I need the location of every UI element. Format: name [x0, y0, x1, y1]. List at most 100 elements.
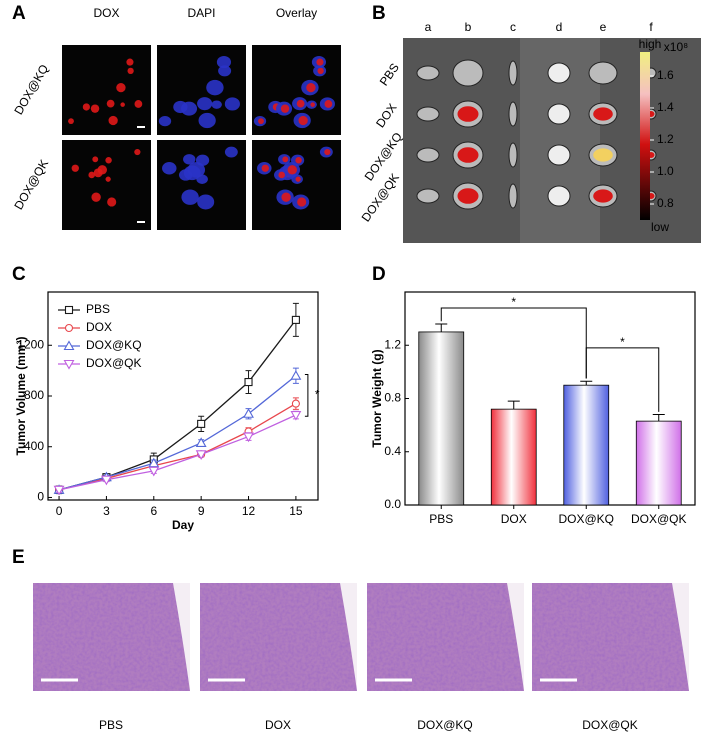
dox-signal	[295, 157, 302, 164]
panel-label: B	[372, 3, 386, 24]
significance-bracket	[440, 307, 587, 379]
y-tick-label: 0	[37, 490, 44, 504]
organ	[416, 106, 440, 122]
x-tick-label: 0	[56, 504, 63, 518]
organ	[508, 101, 518, 127]
nucleus	[195, 154, 210, 166]
y-tick-label: 1.2	[384, 337, 401, 351]
error-bar	[507, 400, 520, 410]
legend-marker	[63, 359, 75, 370]
caption: DOX	[265, 718, 291, 732]
dox-signal	[92, 156, 99, 163]
column-header: f	[649, 20, 653, 34]
line	[58, 403, 297, 491]
panel-label: A	[12, 3, 26, 24]
micrograph	[62, 140, 151, 230]
column-header: DOX	[93, 6, 119, 20]
significance: *	[511, 295, 516, 309]
point	[291, 315, 300, 324]
bar	[418, 331, 465, 506]
legend-marker	[64, 305, 74, 315]
point	[100, 475, 112, 486]
point	[53, 485, 65, 496]
dox-signal	[258, 118, 264, 125]
dox-signal	[306, 82, 316, 93]
fluorescence	[457, 106, 479, 122]
panel-label: E	[12, 547, 25, 568]
row-label: DOX@KQ	[11, 62, 51, 117]
nucleus	[206, 79, 224, 96]
dox-signal	[116, 82, 126, 93]
dox-signal	[105, 157, 112, 164]
point	[243, 432, 254, 443]
fluorescence	[457, 188, 479, 204]
legend-marker	[64, 323, 74, 333]
point	[148, 466, 160, 477]
organ	[508, 142, 518, 168]
organ	[416, 65, 440, 81]
dox-signal	[298, 115, 308, 126]
colorbar-unit: x10⁸	[664, 40, 688, 54]
organ	[547, 62, 571, 84]
dox-signal	[134, 148, 141, 156]
column-header: c	[510, 20, 516, 34]
bar	[563, 384, 610, 506]
nucleus	[183, 154, 196, 165]
fluorescence	[593, 107, 613, 121]
dox-signal	[108, 115, 118, 126]
colorbar-tick-label: 1.0	[657, 164, 674, 178]
nucleus	[179, 169, 193, 181]
dox-signal	[295, 176, 301, 182]
dox-signal	[316, 58, 324, 66]
colorbar-tick-label: 0.8	[657, 196, 674, 210]
error-bar	[435, 323, 448, 332]
x-tick-label: 12	[242, 504, 256, 518]
nucleus	[197, 97, 213, 111]
dox-signal	[120, 102, 125, 107]
nucleus	[224, 97, 240, 111]
histology-texture	[532, 583, 689, 691]
column-header: d	[556, 20, 563, 34]
nucleus	[216, 56, 231, 69]
point	[291, 399, 300, 408]
point	[244, 377, 253, 387]
nucleus	[198, 112, 216, 129]
nucleus	[224, 146, 238, 158]
organ	[588, 61, 618, 85]
legend-label: DOX@KQ	[86, 338, 142, 352]
x-tick-label: 15	[289, 504, 303, 518]
nucleus	[162, 161, 177, 175]
histology-texture	[367, 583, 524, 691]
point	[195, 437, 207, 447]
y-tick-label: 0.0	[384, 497, 401, 511]
significance: *	[620, 335, 625, 349]
caption: DOX@KQ	[417, 718, 473, 732]
dox-signal	[317, 67, 324, 75]
error-bar	[652, 413, 665, 422]
tissue-edge	[173, 583, 190, 691]
row-label: DOX@KQ	[362, 130, 405, 184]
row-label: PBS	[377, 61, 402, 89]
dox-signal	[134, 100, 143, 108]
y-tick-label: 400	[24, 439, 44, 453]
dox-signal	[324, 100, 333, 108]
organ	[452, 59, 484, 87]
x-tick-label: 9	[198, 504, 205, 518]
dox-signal	[278, 171, 285, 179]
dox-signal	[282, 156, 289, 163]
organ	[508, 183, 518, 209]
organ	[547, 144, 571, 166]
caption: DOX@QK	[582, 718, 638, 732]
nucleus	[181, 101, 198, 116]
dox-signal	[106, 99, 115, 108]
panel-label: C	[12, 264, 26, 285]
y-tick-label: 1200	[17, 337, 44, 351]
line	[58, 375, 297, 491]
fluorescence	[457, 147, 479, 163]
x-tick-label: DOX@KQ	[558, 512, 614, 526]
y-tick-label: 0.4	[384, 444, 401, 458]
colorbar-low: low	[651, 220, 669, 234]
y-tick-label: 0.8	[384, 391, 401, 405]
dox-signal	[280, 104, 290, 113]
nucleus	[158, 115, 172, 127]
